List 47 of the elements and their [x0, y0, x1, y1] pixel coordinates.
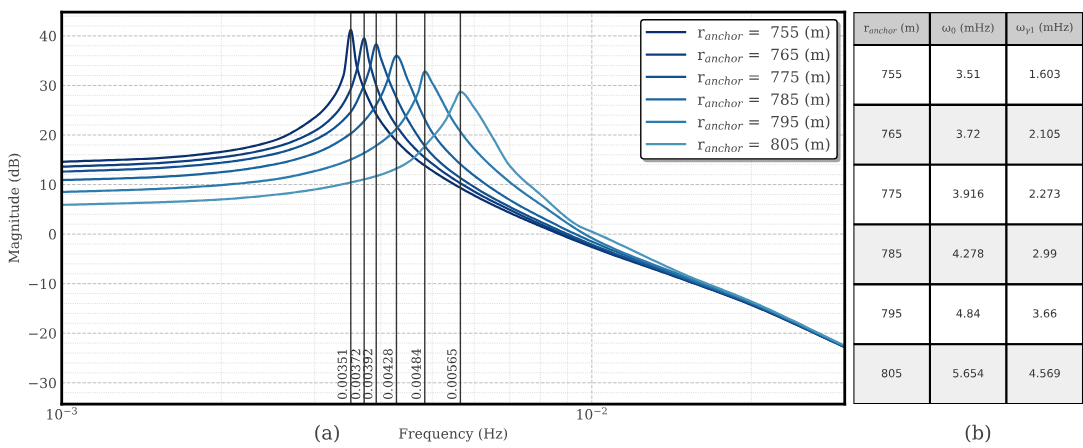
- y-axis-title: r$_{anchor}$ (m): [864, 23, 919, 34]
- y-tick-label: −30: [29, 377, 56, 389]
- data-label: 2.99: [1033, 249, 1057, 258]
- legend-label: r$_{anchor}$ = 785 (m): [697, 93, 830, 108]
- data-label: 1.603: [1030, 69, 1060, 79]
- data-label: 3.66: [1033, 309, 1057, 318]
- x-tick-label: 10$^{−3}$: [47, 407, 77, 420]
- ref-line-label: 0.00565: [447, 349, 457, 400]
- legend-label: r$_{anchor}$ = 755 (m): [697, 25, 830, 40]
- data-label: 3.916: [953, 189, 984, 198]
- ref-line-label: 0.00372: [350, 349, 361, 400]
- y-tick-label: −10: [29, 278, 56, 290]
- ref-line-label: 0.00351: [337, 350, 347, 400]
- text: (b): [965, 424, 991, 443]
- data-label: 4.84: [956, 309, 980, 318]
- y-tick-label: 40: [39, 30, 56, 42]
- data-label: 2.273: [1029, 189, 1060, 198]
- y-tick-label: 775: [881, 189, 902, 198]
- legend-label: r$_{anchor}$ = 775 (m): [697, 70, 830, 85]
- data-label: 4.278: [952, 249, 984, 258]
- y-tick-label: 10: [40, 179, 56, 191]
- data-label: 3.51: [956, 69, 980, 79]
- x-axis-title: Frequency (Hz): [399, 427, 508, 442]
- ref-line-label: 0.00392: [362, 349, 373, 400]
- data-label: 3.72: [956, 129, 980, 139]
- y-tick-label: 795: [881, 309, 902, 318]
- y-tick-label: 805: [881, 368, 902, 378]
- ref-line-label: 0.00484: [411, 348, 421, 400]
- x-tick-label: ω$_{γ1}$ (mHz): [1016, 22, 1073, 35]
- x-tick-label: 10$^{−2}$: [577, 407, 607, 420]
- legend-label: r$_{anchor}$ = 765 (m): [697, 48, 830, 63]
- y-tick-label: −20: [29, 328, 56, 339]
- x-tick-label: ω$_{0}$ (mHz): [942, 23, 994, 34]
- y-tick-label: 20: [40, 129, 56, 141]
- legend-label: r$_{anchor}$ = 805 (m): [697, 137, 830, 153]
- legend-label: r$_{anchor}$ = 795 (m): [697, 115, 830, 130]
- data-label: 5.654: [953, 368, 984, 378]
- data-label: 2.105: [1029, 129, 1060, 139]
- y-tick-label: 0: [48, 229, 56, 240]
- y-axis-title: Magnitude (dB): [8, 153, 22, 263]
- ref-line-label: 0.00428: [383, 349, 393, 400]
- text: (a): [315, 424, 339, 443]
- y-tick-label: 785: [881, 249, 902, 258]
- y-tick-label: 30: [40, 80, 56, 91]
- y-tick-label: 765: [881, 129, 902, 139]
- y-tick-label: 755: [881, 69, 902, 79]
- data-label: 4.569: [1029, 368, 1060, 378]
